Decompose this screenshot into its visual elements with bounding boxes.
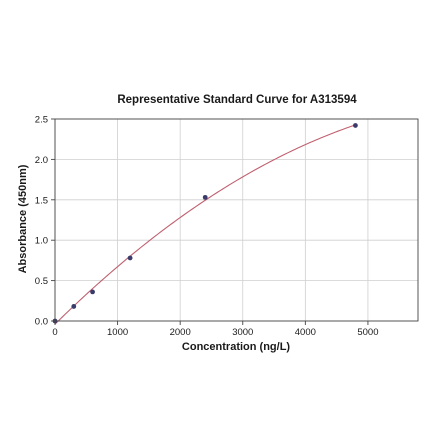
x-tick-label: 0 bbox=[52, 327, 57, 338]
y-tick-label: 1.0 bbox=[35, 236, 48, 247]
y-tick-label: 2.0 bbox=[35, 155, 48, 166]
y-tick-label: 2.5 bbox=[35, 115, 48, 126]
data-point bbox=[202, 194, 208, 200]
x-tick-label: 4000 bbox=[295, 327, 316, 338]
fit-curve-layer bbox=[54, 124, 356, 325]
fit-curve-line bbox=[54, 124, 356, 325]
y-tick-label: 0.0 bbox=[35, 317, 48, 328]
data-point bbox=[71, 304, 77, 309]
data-point bbox=[90, 289, 95, 295]
y-axis-label: Absorbance (450nm) bbox=[17, 164, 29, 273]
plot-frame bbox=[54, 118, 419, 322]
y-tick-label: 0.5 bbox=[35, 276, 48, 287]
chart-title: Representative Standard Curve for A31359… bbox=[117, 94, 357, 106]
data-point bbox=[127, 255, 133, 261]
x-tick-label: 1000 bbox=[107, 327, 128, 338]
y-tick-label: 1.5 bbox=[35, 195, 48, 206]
x-tick-label: 2000 bbox=[170, 327, 191, 338]
x-axis-label: Concentration (ng/L) bbox=[182, 341, 290, 353]
x-tick-label: 5000 bbox=[357, 327, 378, 338]
grid-layer bbox=[54, 118, 418, 322]
x-tick-label: 3000 bbox=[232, 327, 253, 338]
data-points-layer bbox=[52, 123, 358, 324]
ticks-layer: 0 1000 2000 3000 4000 5000 0.0 0.5 1.0 1.5 2.0 2.5 bbox=[35, 115, 379, 339]
data-point bbox=[353, 123, 358, 128]
